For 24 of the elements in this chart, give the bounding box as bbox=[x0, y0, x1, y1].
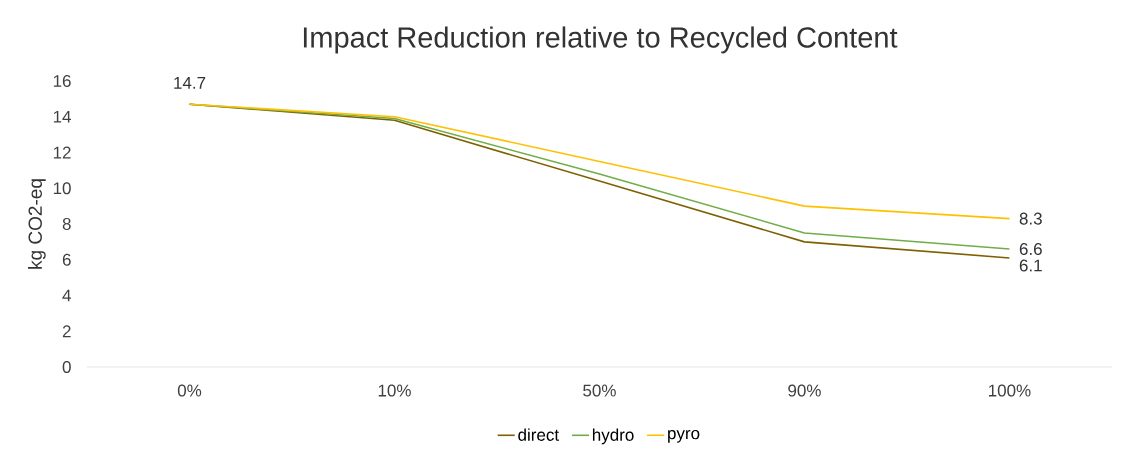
x-tick-label: 100% bbox=[989, 384, 1031, 397]
y-tick-label: 8 bbox=[62, 217, 71, 231]
x-tick-label: 90% bbox=[788, 384, 821, 397]
x-tick-label: 50% bbox=[583, 384, 616, 397]
y-tick-label: 16 bbox=[53, 74, 71, 88]
legend-label: direct bbox=[518, 428, 559, 441]
line-series bbox=[188, 103, 1011, 220]
x-tick-label: 10% bbox=[378, 384, 411, 397]
y-tick-label: 4 bbox=[62, 289, 71, 302]
data-label: 6.1 bbox=[1019, 259, 1042, 272]
y-tick-label: 2 bbox=[62, 325, 71, 338]
y-tick-label: 10 bbox=[53, 182, 71, 195]
y-tick-label: 6 bbox=[62, 253, 71, 266]
data-label: 8.3 bbox=[1019, 212, 1042, 225]
x-tick-label: 0% bbox=[177, 384, 202, 397]
data-label: 6.6 bbox=[1019, 242, 1042, 256]
y-axis-title: kg CO2-eq bbox=[27, 179, 46, 269]
chart-title: Impact Reduction relative to Recycled Content bbox=[303, 26, 898, 54]
y-tick-label: 12 bbox=[53, 146, 71, 159]
legend-label: hydro bbox=[592, 428, 634, 445]
y-tick-label: 0 bbox=[62, 360, 71, 374]
data-label: 14.7 bbox=[174, 77, 206, 89]
y-tick-label: 14 bbox=[53, 110, 71, 123]
legend-label: pyro bbox=[668, 429, 700, 443]
